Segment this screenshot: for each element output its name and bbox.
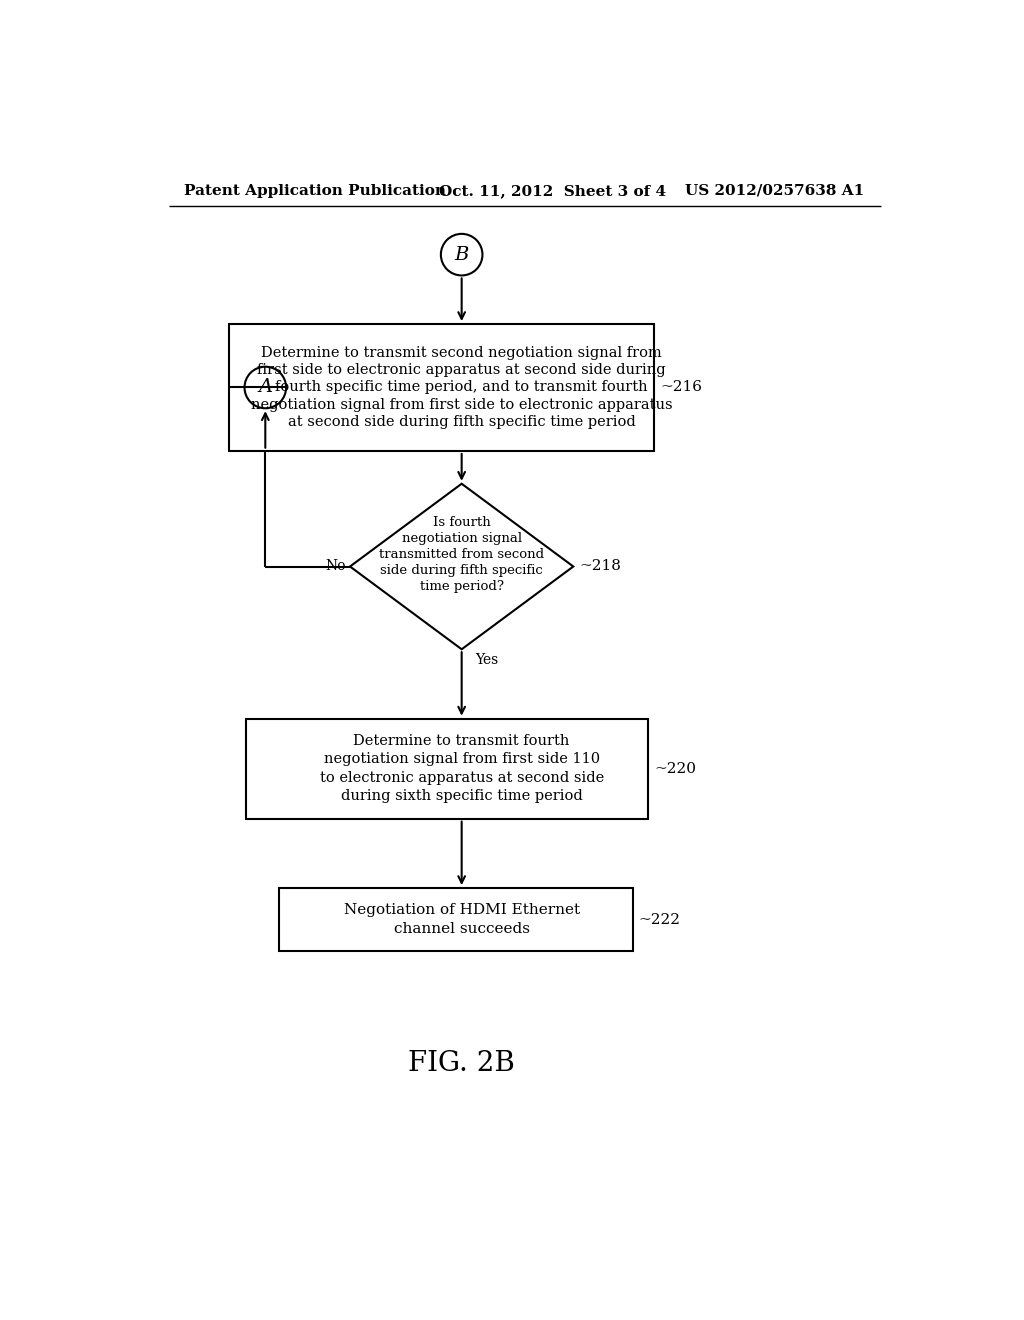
- Text: No: No: [325, 560, 345, 573]
- Text: Yes: Yes: [475, 653, 499, 667]
- Text: Is fourth
negotiation signal
transmitted from second
side during fifth specific
: Is fourth negotiation signal transmitted…: [379, 516, 544, 594]
- Text: ~220: ~220: [654, 762, 696, 776]
- Text: Determine to transmit second negotiation signal from
first side to electronic ap: Determine to transmit second negotiation…: [251, 346, 673, 429]
- Text: US 2012/0257638 A1: US 2012/0257638 A1: [685, 183, 864, 198]
- Circle shape: [441, 234, 482, 276]
- Bar: [229, 323, 654, 451]
- Bar: [246, 718, 648, 818]
- Text: Oct. 11, 2012  Sheet 3 of 4: Oct. 11, 2012 Sheet 3 of 4: [438, 183, 666, 198]
- Text: Patent Application Publication: Patent Application Publication: [184, 183, 446, 198]
- Text: Negotiation of HDMI Ethernet
channel succeeds: Negotiation of HDMI Ethernet channel suc…: [344, 903, 580, 936]
- Bar: [280, 888, 633, 952]
- Text: ~216: ~216: [660, 380, 702, 395]
- Text: A: A: [258, 379, 272, 396]
- Circle shape: [245, 367, 286, 408]
- Text: ~222: ~222: [639, 912, 681, 927]
- Text: B: B: [455, 246, 469, 264]
- Polygon shape: [350, 483, 573, 649]
- Text: ~218: ~218: [580, 560, 622, 573]
- Text: Determine to transmit fourth
negotiation signal from first side 110
to electroni: Determine to transmit fourth negotiation…: [319, 734, 604, 804]
- Text: FIG. 2B: FIG. 2B: [409, 1049, 515, 1077]
